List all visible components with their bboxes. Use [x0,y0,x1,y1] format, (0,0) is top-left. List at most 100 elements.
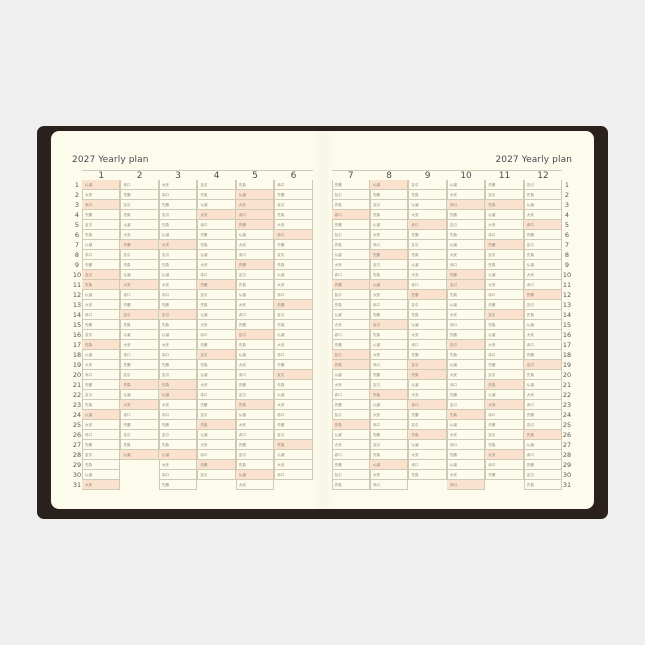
day-cell[interactable]: 先勝 [197,400,236,410]
day-cell[interactable]: 先負 [82,280,121,290]
day-cell[interactable]: 先負 [197,190,236,200]
day-cell[interactable]: 仏滅 [408,380,447,390]
day-cell[interactable]: 大安 [274,400,313,410]
day-cell[interactable]: 友引 [446,340,486,350]
day-cell[interactable]: 先負 [120,260,159,270]
day-cell[interactable]: 先負 [274,380,313,390]
day-cell[interactable]: 仏滅 [523,320,563,330]
day-cell[interactable]: 先勝 [197,280,236,290]
day-cell[interactable]: 仏滅 [158,450,198,460]
day-cell[interactable]: 大安 [408,330,447,340]
day-cell[interactable]: 大安 [331,380,370,390]
day-cell[interactable]: 赤口 [446,480,486,490]
day-cell[interactable]: 仏滅 [197,370,236,380]
day-cell[interactable]: 友引 [369,200,409,210]
day-cell[interactable]: 先負 [274,210,313,220]
day-cell[interactable]: 大安 [235,200,275,210]
day-cell[interactable]: 友引 [82,390,121,400]
day-cell[interactable]: 友引 [369,380,409,390]
day-cell[interactable]: 先勝 [120,190,159,200]
day-cell[interactable]: 友引 [274,250,313,260]
day-cell[interactable]: 大安 [369,350,409,360]
day-cell[interactable]: 先勝 [369,190,409,200]
day-cell[interactable]: 赤口 [235,370,275,380]
day-cell[interactable]: 赤口 [82,310,121,320]
day-cell[interactable]: 赤口 [408,460,447,470]
day-cell[interactable]: 仏滅 [235,230,275,240]
day-cell[interactable]: 先負 [446,230,486,240]
day-cell[interactable]: 先勝 [446,390,486,400]
day-cell[interactable]: 仏滅 [235,410,275,420]
day-cell[interactable]: 先勝 [523,410,563,420]
day-cell[interactable]: 仏滅 [408,260,447,270]
day-cell[interactable]: 友引 [197,290,236,300]
day-cell[interactable]: 大安 [197,260,236,270]
day-cell[interactable]: 友引 [197,350,236,360]
day-cell[interactable]: 先勝 [523,350,563,360]
day-cell[interactable]: 友引 [369,440,409,450]
day-cell[interactable]: 友引 [331,410,370,420]
day-cell[interactable]: 先負 [523,190,563,200]
day-cell[interactable]: 赤口 [369,360,409,370]
day-cell[interactable]: 大安 [369,410,409,420]
day-cell[interactable]: 先負 [158,440,198,450]
day-cell[interactable]: 赤口 [82,200,121,210]
day-cell[interactable]: 友引 [408,240,447,250]
day-cell[interactable]: 先勝 [274,420,313,430]
day-cell[interactable]: 先負 [408,370,447,380]
day-cell[interactable]: 赤口 [82,430,121,440]
day-cell[interactable]: 大安 [158,240,198,250]
day-cell[interactable]: 大安 [82,190,121,200]
day-cell[interactable]: 先負 [369,270,409,280]
day-cell[interactable]: 先勝 [274,240,313,250]
day-cell[interactable]: 赤口 [523,340,563,350]
day-cell[interactable]: 友引 [274,370,313,380]
day-cell[interactable]: 仏滅 [369,180,409,190]
day-cell[interactable]: 赤口 [408,280,447,290]
day-cell[interactable]: 先負 [523,310,563,320]
day-cell[interactable]: 仏滅 [485,390,524,400]
day-cell[interactable]: 赤口 [274,410,313,420]
day-cell[interactable]: 友引 [158,310,198,320]
day-cell[interactable]: 友引 [158,430,198,440]
day-cell[interactable]: 赤口 [485,290,524,300]
day-cell[interactable]: 仏滅 [235,350,275,360]
day-cell[interactable]: 先負 [235,340,275,350]
day-cell[interactable]: 仏滅 [274,270,313,280]
day-cell[interactable]: 大安 [369,470,409,480]
day-cell[interactable]: 先負 [485,200,524,210]
day-cell[interactable]: 友引 [197,470,236,480]
day-cell[interactable]: 先負 [485,380,524,390]
day-cell[interactable]: 赤口 [235,430,275,440]
day-cell[interactable]: 仏滅 [235,290,275,300]
day-cell[interactable]: 大安 [235,360,275,370]
day-cell[interactable]: 赤口 [235,250,275,260]
day-cell[interactable]: 先負 [120,440,159,450]
day-cell[interactable]: 友引 [331,470,370,480]
day-cell[interactable]: 大安 [331,440,370,450]
day-cell[interactable]: 先負 [120,380,159,390]
day-cell[interactable]: 先負 [82,460,121,470]
day-cell[interactable]: 大安 [82,480,121,490]
day-cell[interactable]: 友引 [485,310,524,320]
day-cell[interactable]: 仏滅 [274,390,313,400]
day-cell[interactable]: 赤口 [446,200,486,210]
day-cell[interactable]: 大安 [158,400,198,410]
day-cell[interactable]: 先負 [446,350,486,360]
day-cell[interactable]: 先勝 [485,180,524,190]
day-cell[interactable]: 友引 [158,250,198,260]
day-cell[interactable]: 仏滅 [158,390,198,400]
day-cell[interactable]: 仏滅 [197,430,236,440]
day-cell[interactable]: 友引 [235,390,275,400]
day-cell[interactable]: 先負 [446,290,486,300]
day-cell[interactable]: 大安 [235,480,275,490]
day-cell[interactable]: 大安 [446,190,486,200]
day-cell[interactable]: 友引 [120,370,159,380]
day-cell[interactable]: 友引 [82,270,121,280]
day-cell[interactable]: 友引 [523,470,563,480]
day-cell[interactable]: 先勝 [82,210,121,220]
day-cell[interactable]: 赤口 [408,220,447,230]
day-cell[interactable]: 大安 [197,440,236,450]
day-cell[interactable]: 先負 [197,300,236,310]
day-cell[interactable]: 先勝 [82,380,121,390]
